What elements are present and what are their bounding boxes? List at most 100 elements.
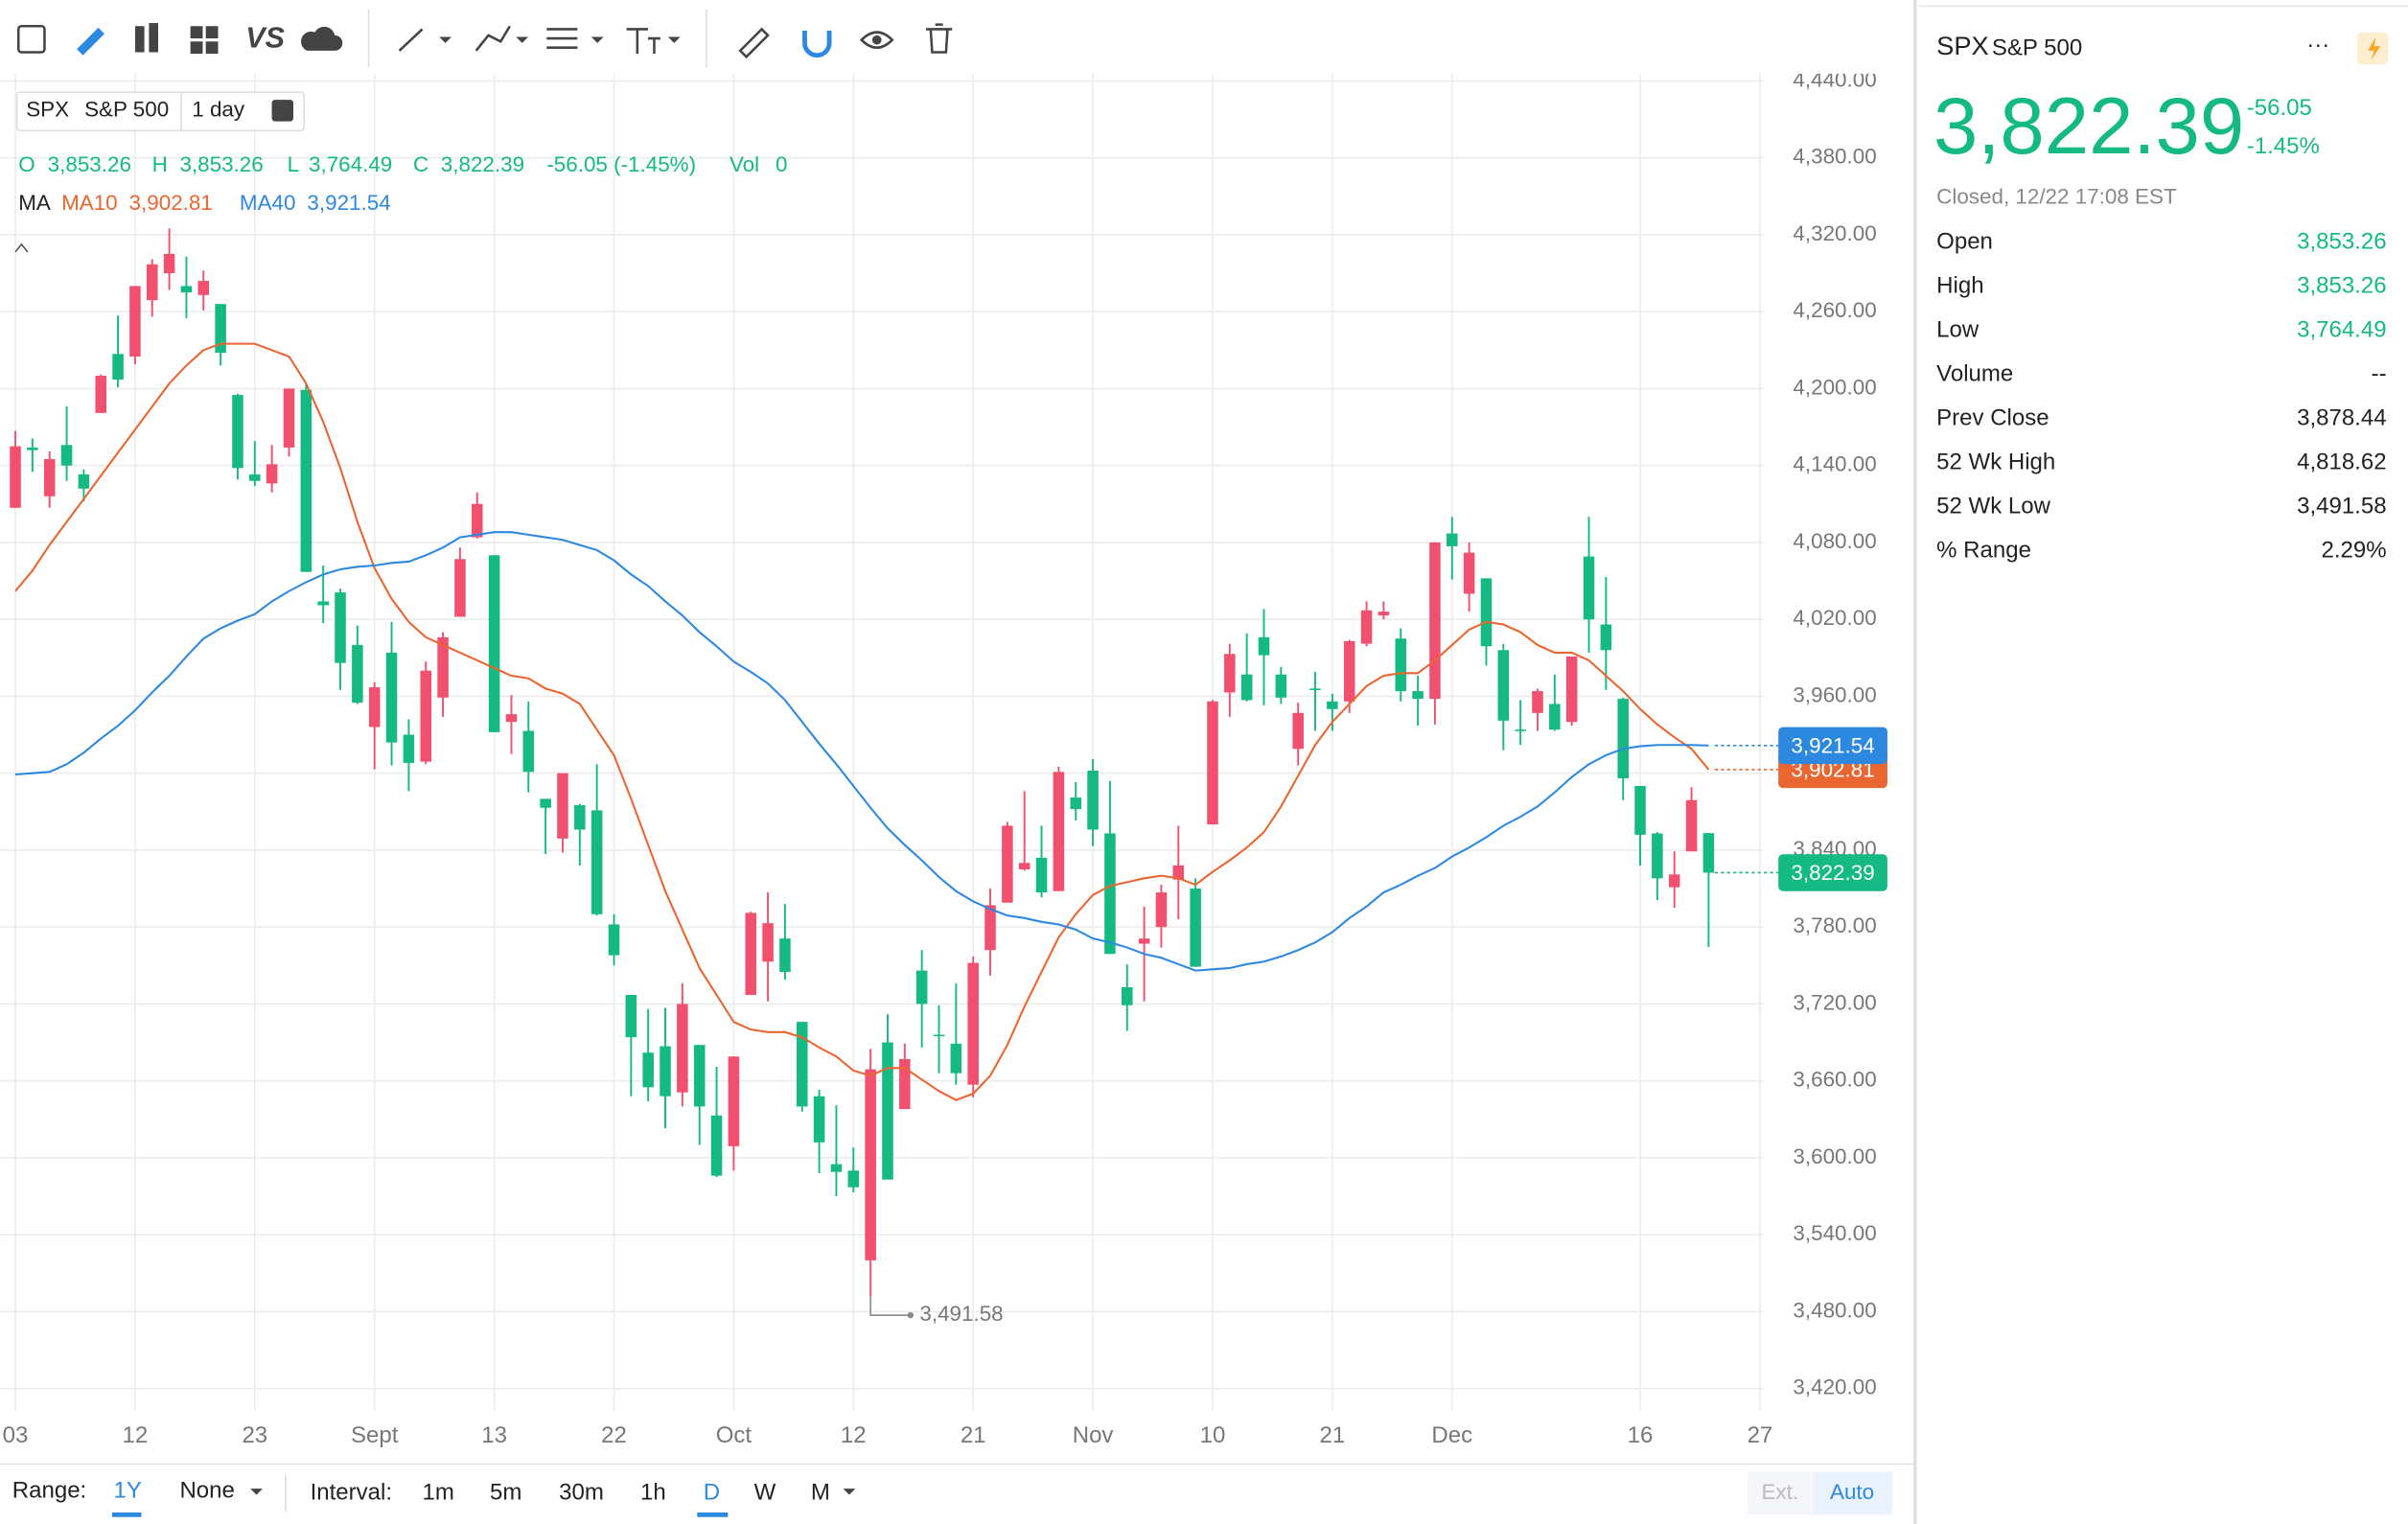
interval-button[interactable]: 1h: [640, 1479, 666, 1505]
candle-body: [608, 924, 620, 956]
interval-button[interactable]: 1m: [423, 1479, 454, 1505]
magnet-tool[interactable]: [802, 31, 832, 58]
candle-body: [43, 458, 56, 496]
candle-button[interactable]: [134, 26, 145, 53]
candle-body: [1018, 863, 1030, 869]
candle-body: [232, 395, 243, 469]
delete-tool[interactable]: [926, 23, 953, 54]
y-tick-label: 3,720.00: [1793, 990, 1876, 1014]
candle-body: [1395, 638, 1407, 692]
candle-body: [197, 281, 210, 295]
y-tick-label: 4,200.00: [1793, 375, 1876, 399]
visibility-tool[interactable]: [859, 31, 894, 49]
auto-button[interactable]: Auto: [1830, 1480, 1874, 1504]
x-tick-label: 22: [601, 1422, 627, 1448]
brush-tool[interactable]: [738, 27, 770, 59]
stat-value: 3,853.26: [2297, 273, 2386, 299]
stat-value: --: [2372, 361, 2387, 387]
ohlc-key: H: [152, 152, 168, 176]
more-button[interactable]: ···: [2306, 32, 2329, 58]
stat-label: 52 Wk Low: [1936, 494, 2050, 520]
candle-icon: [149, 23, 159, 53]
ma-key: MA: [18, 191, 51, 215]
candle-body: [1309, 688, 1321, 690]
candle-body: [522, 730, 535, 773]
candle-body: [1138, 938, 1150, 944]
pattern-tool[interactable]: [475, 25, 511, 52]
interval-button[interactable]: M: [811, 1479, 830, 1505]
candle-body: [488, 555, 500, 732]
low-annotation: 3,491.58: [919, 1302, 1003, 1326]
candle-body: [625, 995, 637, 1038]
candle-body: [1429, 542, 1441, 700]
interval-button[interactable]: 30m: [559, 1479, 604, 1505]
candle-body: [660, 1046, 671, 1097]
layout-button[interactable]: [190, 26, 203, 39]
candle-body: [1447, 533, 1458, 546]
y-tick-label: 3,960.00: [1793, 682, 1876, 706]
candle-body: [1190, 889, 1201, 967]
interval-button[interactable]: D: [704, 1479, 720, 1505]
candle-body: [1104, 833, 1116, 955]
candle-body: [728, 1056, 740, 1146]
candle-body: [830, 1164, 843, 1172]
candle-body: [1497, 650, 1510, 721]
info-button[interactable]: [271, 100, 293, 122]
interval-button[interactable]: W: [754, 1479, 776, 1505]
y-tick-label: 3,480.00: [1793, 1298, 1876, 1322]
candle-body: [574, 805, 586, 830]
candle-body: [60, 445, 73, 466]
line-tool[interactable]: [398, 28, 424, 52]
toolbar: VS: [0, 0, 1914, 74]
interval-label: Interval:: [311, 1479, 392, 1505]
period[interactable]: 1 day: [192, 97, 245, 121]
ext-button[interactable]: Ext.: [1761, 1480, 1798, 1504]
candle-body: [1275, 674, 1287, 698]
candle-body: [1515, 729, 1526, 731]
compare-button[interactable]: VS: [245, 22, 285, 55]
chart-header: SPX S&P 500 1 day O 3,853.26 H 3,853.26 …: [14, 91, 788, 253]
legend-value: 3,921.54: [307, 191, 390, 215]
ohlc-key: L: [288, 152, 299, 176]
volume-key: Vol: [729, 152, 759, 176]
candle-body: [1600, 624, 1612, 651]
stat-label: Low: [1936, 317, 1980, 343]
interval-button[interactable]: 5m: [490, 1479, 521, 1505]
compare-select[interactable]: None: [179, 1478, 234, 1504]
candle-body: [27, 447, 38, 450]
fib-tool[interactable]: [546, 28, 578, 49]
candle-body: [950, 1043, 962, 1074]
stat-label: % Range: [1936, 538, 2031, 564]
candle-body: [266, 464, 278, 484]
collapse-button[interactable]: [14, 242, 29, 253]
candle-body: [1240, 674, 1253, 701]
candle-body: [403, 734, 415, 763]
text-tool[interactable]: [626, 28, 660, 55]
candle-body: [745, 912, 757, 996]
candle-body: [283, 388, 295, 448]
chart-type-button[interactable]: [16, 24, 46, 54]
range-button[interactable]: 1Y: [114, 1478, 142, 1504]
candle-body: [180, 286, 193, 293]
y-tick-label: 4,260.00: [1793, 298, 1876, 322]
quote-name: S&P 500: [1992, 35, 2082, 61]
annotation-line: [869, 1296, 911, 1316]
annotation-dot: [907, 1311, 914, 1319]
ohlc-value: 3,764.49: [309, 152, 392, 176]
ohlc-key: C: [413, 152, 428, 176]
candle-body: [915, 970, 928, 1004]
candle-body: [1412, 691, 1424, 700]
draw-button[interactable]: [77, 27, 104, 56]
candle-body: [1480, 578, 1493, 647]
candle-body: [420, 670, 432, 762]
layout-icon: [205, 41, 219, 55]
x-tick-label: 21: [961, 1422, 986, 1448]
cloud-button[interactable]: [301, 26, 343, 51]
candle-body: [1070, 797, 1082, 810]
caret: [516, 36, 529, 43]
x-tick-label: 10: [1200, 1422, 1226, 1448]
stat-label: Open: [1936, 229, 1993, 255]
candle-body: [1087, 770, 1099, 830]
